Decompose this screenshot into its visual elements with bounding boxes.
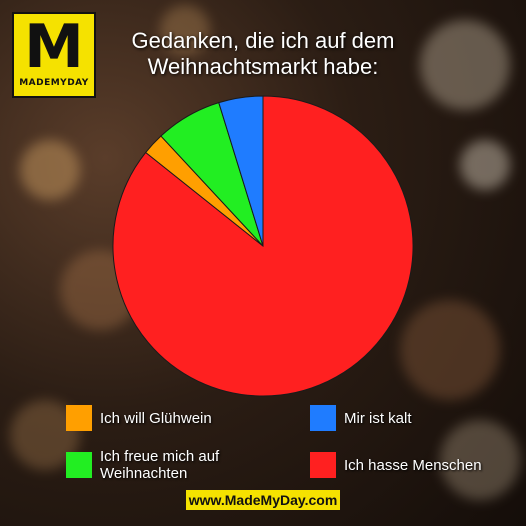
- legend-label-0: Ich will Glühwein: [100, 410, 212, 427]
- logo-text: MADEMYDAY: [19, 78, 89, 88]
- logo-letter: M: [24, 12, 84, 82]
- legend-label-2: Ich freue mich auf Weihnachten: [100, 448, 220, 482]
- pie-slice-0: [112, 95, 414, 397]
- footer-url: www.MadeMyDay.com: [186, 490, 340, 510]
- legend-swatch-1: [310, 405, 336, 431]
- legend-swatch-0: [66, 405, 92, 431]
- chart-title: Gedanken, die ich auf dem Weihnachtsmark…: [131, 28, 395, 79]
- legend-swatch-2: [66, 452, 92, 478]
- legend-label-1: Mir ist kalt: [344, 410, 412, 427]
- legend-swatch-3: [310, 452, 336, 478]
- pie-slice-3: [218, 95, 264, 247]
- mademyday-logo: M MADEMYDAY: [12, 12, 96, 98]
- legend-label-3: Ich hasse Menschen: [344, 457, 482, 474]
